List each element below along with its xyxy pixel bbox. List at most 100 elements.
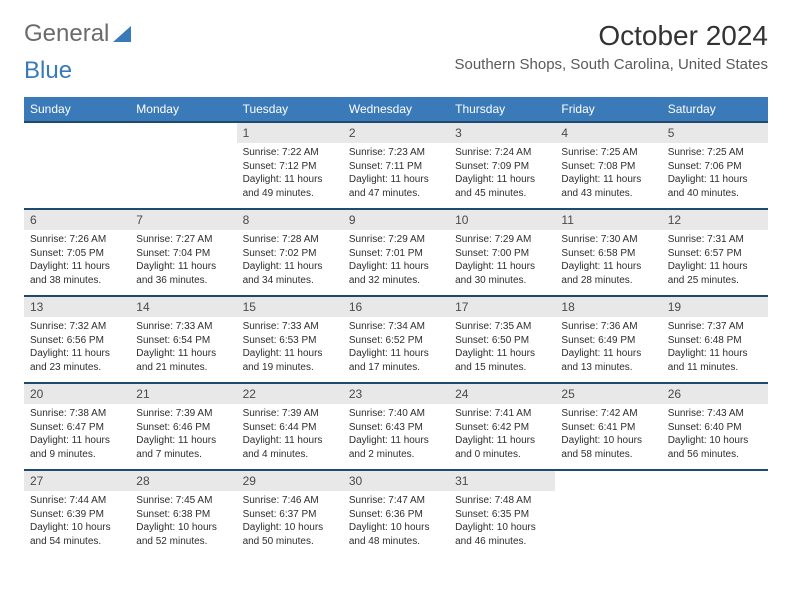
day-number-cell: 20 [24,383,130,404]
day-content-cell: Sunrise: 7:39 AMSunset: 6:44 PMDaylight:… [237,404,343,470]
daylight-text-2: and 50 minutes. [243,535,337,549]
daylight-text-1: Daylight: 10 hours [243,521,337,535]
sunrise-text: Sunrise: 7:39 AM [136,407,230,421]
sunrise-text: Sunrise: 7:44 AM [30,494,124,508]
sunrise-text: Sunrise: 7:29 AM [455,233,549,247]
daylight-text-1: Daylight: 11 hours [561,347,655,361]
daylight-text-2: and 43 minutes. [561,187,655,201]
day-number-cell: 29 [237,470,343,491]
day-number-cell: 5 [662,122,768,143]
day-number-cell: 8 [237,209,343,230]
day-content-cell: Sunrise: 7:33 AMSunset: 6:54 PMDaylight:… [130,317,236,383]
sunrise-text: Sunrise: 7:31 AM [668,233,762,247]
daylight-text-2: and 0 minutes. [455,448,549,462]
day-content-cell: Sunrise: 7:29 AMSunset: 7:01 PMDaylight:… [343,230,449,296]
daylight-text-1: Daylight: 11 hours [136,347,230,361]
daylight-text-2: and 7 minutes. [136,448,230,462]
day-number-cell: 22 [237,383,343,404]
day-content-cell: Sunrise: 7:37 AMSunset: 6:48 PMDaylight:… [662,317,768,383]
sunset-text: Sunset: 6:41 PM [561,421,655,435]
sunset-text: Sunset: 6:57 PM [668,247,762,261]
daylight-text-1: Daylight: 10 hours [30,521,124,535]
sunrise-text: Sunrise: 7:25 AM [668,146,762,160]
daylight-text-1: Daylight: 11 hours [136,260,230,274]
day-content-cell: Sunrise: 7:24 AMSunset: 7:09 PMDaylight:… [449,143,555,209]
daylight-text-1: Daylight: 10 hours [349,521,443,535]
content-row: Sunrise: 7:38 AMSunset: 6:47 PMDaylight:… [24,404,768,470]
sunrise-text: Sunrise: 7:37 AM [668,320,762,334]
logo-mark-icon [113,26,131,42]
daylight-text-2: and 38 minutes. [30,274,124,288]
day-content-cell: Sunrise: 7:22 AMSunset: 7:12 PMDaylight:… [237,143,343,209]
weekday-header-row: Sunday Monday Tuesday Wednesday Thursday… [24,97,768,122]
sunset-text: Sunset: 6:36 PM [349,508,443,522]
daylight-text-1: Daylight: 10 hours [455,521,549,535]
daylight-text-1: Daylight: 11 hours [349,173,443,187]
day-number-cell [24,122,130,143]
day-content-cell [662,491,768,556]
daylight-text-2: and 15 minutes. [455,361,549,375]
sunset-text: Sunset: 6:37 PM [243,508,337,522]
daylight-text-1: Daylight: 10 hours [561,434,655,448]
sunset-text: Sunset: 6:58 PM [561,247,655,261]
day-content-cell: Sunrise: 7:48 AMSunset: 6:35 PMDaylight:… [449,491,555,556]
sunrise-text: Sunrise: 7:46 AM [243,494,337,508]
day-number-cell: 25 [555,383,661,404]
content-row: Sunrise: 7:44 AMSunset: 6:39 PMDaylight:… [24,491,768,556]
day-number-cell: 9 [343,209,449,230]
daylight-text-1: Daylight: 11 hours [349,260,443,274]
day-number-cell: 15 [237,296,343,317]
day-content-cell: Sunrise: 7:42 AMSunset: 6:41 PMDaylight:… [555,404,661,470]
day-number-cell: 12 [662,209,768,230]
day-number-cell: 27 [24,470,130,491]
logo: General [24,20,131,48]
daylight-text-2: and 2 minutes. [349,448,443,462]
sunset-text: Sunset: 7:02 PM [243,247,337,261]
sunrise-text: Sunrise: 7:27 AM [136,233,230,247]
sunrise-text: Sunrise: 7:29 AM [349,233,443,247]
sunrise-text: Sunrise: 7:28 AM [243,233,337,247]
daylight-text-1: Daylight: 11 hours [455,260,549,274]
daylight-text-1: Daylight: 11 hours [668,173,762,187]
sunset-text: Sunset: 7:00 PM [455,247,549,261]
day-number-cell: 23 [343,383,449,404]
daylight-text-1: Daylight: 10 hours [136,521,230,535]
sunrise-text: Sunrise: 7:48 AM [455,494,549,508]
day-number-cell: 13 [24,296,130,317]
day-number-cell [662,470,768,491]
sunrise-text: Sunrise: 7:36 AM [561,320,655,334]
weekday-tue: Tuesday [237,97,343,122]
sunset-text: Sunset: 6:40 PM [668,421,762,435]
daylight-text-2: and 21 minutes. [136,361,230,375]
day-number-cell: 19 [662,296,768,317]
day-content-cell: Sunrise: 7:35 AMSunset: 6:50 PMDaylight:… [449,317,555,383]
logo-text-2: Blue [24,57,72,85]
day-number-cell: 31 [449,470,555,491]
day-number-cell: 7 [130,209,236,230]
day-content-cell: Sunrise: 7:30 AMSunset: 6:58 PMDaylight:… [555,230,661,296]
day-content-cell: Sunrise: 7:23 AMSunset: 7:11 PMDaylight:… [343,143,449,209]
daylight-text-1: Daylight: 11 hours [455,173,549,187]
day-content-cell [555,491,661,556]
daylight-text-2: and 4 minutes. [243,448,337,462]
daylight-text-1: Daylight: 11 hours [30,260,124,274]
daylight-text-2: and 11 minutes. [668,361,762,375]
daylight-text-2: and 17 minutes. [349,361,443,375]
sunset-text: Sunset: 6:52 PM [349,334,443,348]
sunrise-text: Sunrise: 7:23 AM [349,146,443,160]
weekday-sat: Saturday [662,97,768,122]
sunset-text: Sunset: 7:09 PM [455,160,549,174]
day-content-cell: Sunrise: 7:38 AMSunset: 6:47 PMDaylight:… [24,404,130,470]
day-number-cell: 1 [237,122,343,143]
logo-text-1: General [24,20,109,48]
day-content-cell: Sunrise: 7:25 AMSunset: 7:08 PMDaylight:… [555,143,661,209]
day-content-cell: Sunrise: 7:34 AMSunset: 6:52 PMDaylight:… [343,317,449,383]
daylight-text-1: Daylight: 11 hours [455,347,549,361]
day-content-cell: Sunrise: 7:45 AMSunset: 6:38 PMDaylight:… [130,491,236,556]
sunset-text: Sunset: 6:48 PM [668,334,762,348]
day-number-cell: 16 [343,296,449,317]
day-number-cell: 6 [24,209,130,230]
sunset-text: Sunset: 7:05 PM [30,247,124,261]
content-row: Sunrise: 7:32 AMSunset: 6:56 PMDaylight:… [24,317,768,383]
sunrise-text: Sunrise: 7:22 AM [243,146,337,160]
